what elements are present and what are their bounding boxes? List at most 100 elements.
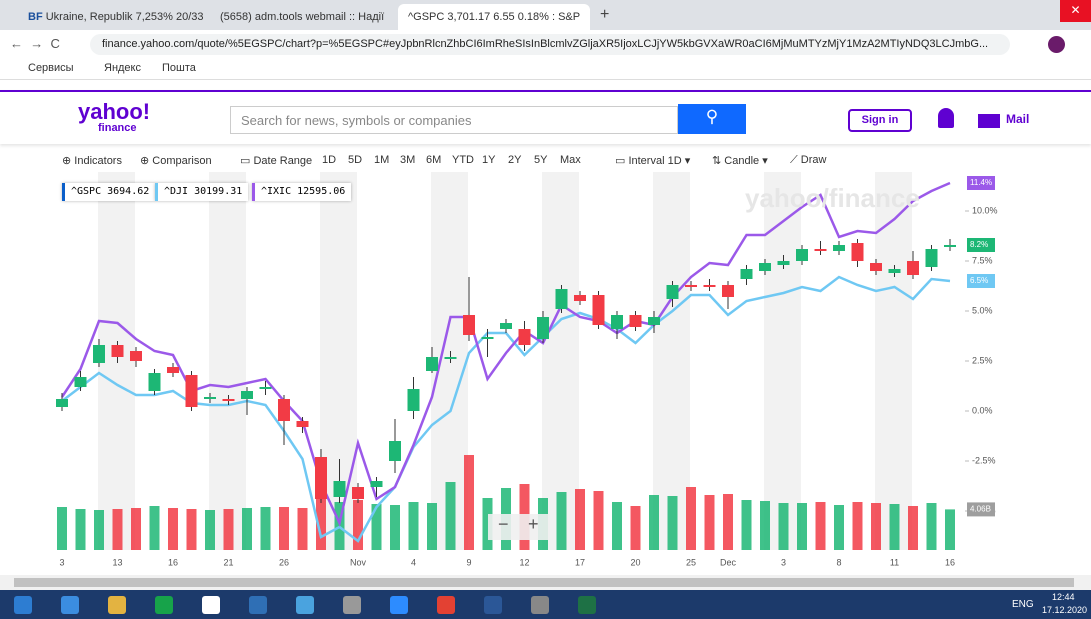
- nav-buttons[interactable]: ← → C: [10, 36, 60, 51]
- background-band: [764, 172, 801, 550]
- legend-entry[interactable]: ^DJI 30199.31: [155, 183, 249, 201]
- app-icon[interactable]: [531, 596, 549, 614]
- tab[interactable]: BF Ukraine, Republik 7,253% 20/33 |: [18, 4, 203, 30]
- price-tag: [967, 502, 995, 517]
- url[interactable]: finance.yahoo.com/quote/%5EGSPC/chart?p=…: [90, 34, 1010, 55]
- mail[interactable]: Mail: [1006, 112, 1030, 126]
- search-input[interactable]: Search for news, symbols or companies: [230, 106, 678, 134]
- x-tick-label: Dec: [720, 557, 737, 567]
- app-icon[interactable]: [202, 596, 220, 614]
- app-icon[interactable]: [296, 596, 314, 614]
- app-icon[interactable]: [390, 596, 408, 614]
- tab[interactable]: (5658) adm.tools webmail :: Надії: [210, 4, 395, 30]
- range-button[interactable]: 2Y: [508, 154, 522, 166]
- date[interactable]: 17.12.2020: [1042, 605, 1088, 615]
- taskbar: ENG 12:44 17.12.2020: [0, 590, 1091, 619]
- volume-bar: [131, 508, 141, 550]
- x-tick-label: 26: [279, 557, 289, 567]
- app-icon[interactable]: [14, 596, 32, 614]
- zoom-in[interactable]: +: [528, 514, 539, 534]
- volume-bar: [75, 509, 86, 550]
- y-tick-label: 10.0%: [972, 205, 998, 215]
- candle-body: [740, 269, 753, 279]
- x-tick-label: 4: [411, 557, 416, 567]
- app-icon[interactable]: [108, 596, 126, 614]
- range-button[interactable]: 1Y: [482, 154, 496, 166]
- x-tick-label: 11: [890, 557, 899, 567]
- close-window[interactable]: ✕: [1060, 0, 1091, 22]
- volume-bar: [593, 491, 604, 550]
- volume-bar: [279, 507, 289, 550]
- time[interactable]: 12:44: [1052, 592, 1075, 602]
- candle-body: [851, 243, 864, 261]
- app-icon[interactable]: [578, 596, 596, 614]
- range-button[interactable]: 6M: [426, 154, 442, 166]
- volume-bar: [390, 505, 400, 550]
- range-button[interactable]: 1D: [322, 154, 337, 166]
- candle-body: [777, 261, 790, 265]
- candle-body: [870, 263, 882, 271]
- x-tick-label: 8: [836, 557, 841, 567]
- candle-body: [148, 373, 161, 391]
- logo[interactable]: yahoo!: [78, 99, 151, 124]
- candle-body: [56, 399, 68, 407]
- x-tick-label: 17: [575, 557, 585, 567]
- chart: 10.0%7.5%5.0%2.5%0.0%-2.5%-5.0%313162126…: [56, 172, 998, 567]
- volume-bar: [667, 496, 678, 550]
- indicators[interactable]: ⊕ Indicators: [62, 155, 122, 167]
- search-button[interactable]: ⚲: [678, 104, 746, 134]
- interval[interactable]: ▭ Interval 1D ▾: [615, 155, 691, 167]
- date-range[interactable]: ▭ Date Range: [240, 155, 313, 167]
- range-button[interactable]: 1M: [374, 154, 390, 166]
- sign-in[interactable]: Sign in: [848, 109, 912, 132]
- bookmark[interactable]: Пошта: [162, 62, 196, 74]
- bell-icon[interactable]: [938, 108, 954, 128]
- legend-entry[interactable]: ^IXIC 12595.06: [252, 183, 352, 201]
- app-icon[interactable]: [343, 596, 361, 614]
- volume-bar: [94, 510, 104, 550]
- volume-bar: [57, 507, 67, 550]
- range-button[interactable]: 5D: [348, 154, 363, 166]
- x-tick-label: 21: [223, 557, 233, 567]
- candle-body: [352, 487, 364, 499]
- bookmark[interactable]: Сервисы: [28, 62, 74, 74]
- new-tab[interactable]: +: [600, 6, 610, 23]
- app-icon[interactable]: [249, 596, 267, 614]
- tab-title: ^GSPC 3,701.17 6.55 0.18% : S&P: [408, 11, 581, 23]
- label: Interval 1D: [628, 155, 682, 167]
- scroll-thumb[interactable]: [14, 578, 1074, 587]
- candle-body: [222, 399, 235, 401]
- draw[interactable]: ⟋ Draw: [790, 154, 827, 166]
- avatar[interactable]: [1048, 36, 1065, 53]
- volume-bar: [482, 498, 493, 550]
- range-button[interactable]: 5Y: [534, 154, 548, 166]
- legend-entry: ^GSPC 3694.62: [62, 183, 156, 201]
- candle-body: [167, 367, 179, 373]
- range-button[interactable]: 3M: [400, 154, 416, 166]
- candle-body: [703, 285, 716, 287]
- y-tick-label: 2.5%: [972, 355, 993, 365]
- chart-type[interactable]: ⇅ Candle ▾: [712, 155, 768, 167]
- watermark: yahoo/finance: [745, 183, 920, 213]
- bookmark[interactable]: Яндекс: [104, 62, 141, 74]
- volume-bar: [149, 506, 160, 550]
- tab-active[interactable]: ^GSPC 3,701.17 6.55 0.18% : S&P: [398, 4, 590, 30]
- candle-body: [685, 285, 697, 287]
- candle-body: [888, 269, 901, 273]
- candle-body: [74, 377, 87, 387]
- app-icon[interactable]: [61, 596, 79, 614]
- mail-icon[interactable]: [978, 114, 1000, 128]
- candle-body: [241, 391, 253, 399]
- volume-bar: [575, 489, 585, 550]
- app-icon[interactable]: [155, 596, 173, 614]
- zoom-out[interactable]: −: [498, 514, 509, 534]
- app-icon[interactable]: [484, 596, 502, 614]
- range-button[interactable]: Max: [560, 154, 581, 166]
- candle-body: [925, 249, 938, 267]
- app-icon[interactable]: [437, 596, 455, 614]
- comparison[interactable]: ⊕ Comparison: [140, 155, 212, 167]
- range-button[interactable]: YTD: [452, 154, 474, 166]
- y-tick-label: 5.0%: [972, 305, 993, 315]
- language[interactable]: ENG: [1012, 599, 1034, 610]
- y-tick-label: 0.0%: [972, 405, 993, 415]
